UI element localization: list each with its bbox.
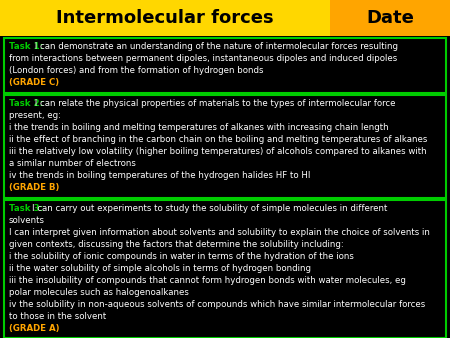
Text: (London forces) and from the formation of hydrogen bonds: (London forces) and from the formation o… [9, 66, 264, 75]
Text: (GRADE B): (GRADE B) [9, 183, 59, 192]
Text: Date: Date [366, 9, 414, 27]
Text: I can interpret given information about solvents and solubility to explain the c: I can interpret given information about … [9, 228, 430, 237]
Text: present, eg:: present, eg: [9, 111, 61, 120]
Text: given contexts, discussing the factors that determine the solubility including:: given contexts, discussing the factors t… [9, 240, 344, 249]
Text: polar molecules such as halogenoalkanes: polar molecules such as halogenoalkanes [9, 288, 189, 297]
Bar [4, 200, 446, 338]
Bar [330, 0, 450, 36]
Text: I can relate the physical properties of materials to the types of intermolecular: I can relate the physical properties of … [32, 99, 395, 108]
Text: i the trends in boiling and melting temperatures of alkanes with increasing chai: i the trends in boiling and melting temp… [9, 123, 389, 132]
Text: to those in the solvent: to those in the solvent [9, 312, 106, 321]
Text: Task 3:: Task 3: [9, 204, 43, 213]
Text: iv the trends in boiling temperatures of the hydrogen halides HF to HI: iv the trends in boiling temperatures of… [9, 171, 310, 180]
Text: a similar number of electrons: a similar number of electrons [9, 159, 136, 168]
Text: i the solubility of ionic compounds in water in terms of the hydration of the io: i the solubility of ionic compounds in w… [9, 252, 354, 261]
Text: (GRADE A): (GRADE A) [9, 324, 59, 333]
Text: Task 1:: Task 1: [9, 43, 43, 51]
Text: iv the solubility in non-aqueous solvents of compounds which have similar interm: iv the solubility in non-aqueous solvent… [9, 300, 425, 309]
Text: iii the insolubility of compounds that cannot form hydrogen bonds with water mol: iii the insolubility of compounds that c… [9, 276, 406, 285]
Bar [0, 0, 330, 36]
Text: iii the relatively low volatility (higher boiling temperatures) of alcohols comp: iii the relatively low volatility (highe… [9, 147, 427, 156]
Text: solvents: solvents [9, 216, 45, 225]
Text: (GRADE C): (GRADE C) [9, 78, 59, 87]
Text: Task 2:: Task 2: [9, 99, 43, 108]
Text: Intermolecular forces: Intermolecular forces [56, 9, 274, 27]
Text: ii the water solubility of simple alcohols in terms of hydrogen bonding: ii the water solubility of simple alcoho… [9, 264, 311, 273]
Text: I can carry out experiments to study the solubility of simple molecules in diffe: I can carry out experiments to study the… [32, 204, 387, 213]
Bar [4, 38, 446, 93]
Bar [4, 95, 446, 198]
Text: from interactions between permanent dipoles, instantaneous dipoles and induced d: from interactions between permanent dipo… [9, 54, 397, 64]
Text: I can demonstrate an understanding of the nature of intermolecular forces result: I can demonstrate an understanding of th… [32, 43, 397, 51]
Text: ii the effect of branching in the carbon chain on the boiling and melting temper: ii the effect of branching in the carbon… [9, 135, 428, 144]
